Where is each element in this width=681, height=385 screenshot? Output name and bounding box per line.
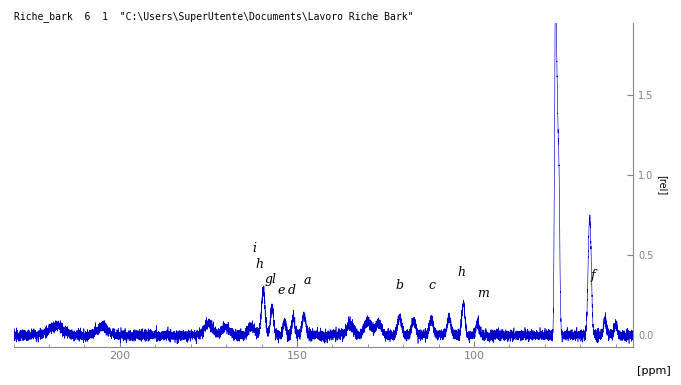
Text: gl: gl [264,273,276,286]
Text: [ppm]: [ppm] [637,366,671,376]
Text: c: c [428,279,435,292]
Text: d: d [287,284,296,297]
Text: f: f [590,270,595,283]
Text: i: i [253,242,257,255]
Text: a: a [304,274,311,287]
Text: h: h [256,258,264,271]
Text: h: h [458,266,466,279]
Text: e: e [277,284,285,297]
Text: b: b [396,279,404,292]
Text: m: m [477,287,489,300]
Y-axis label: [rel]: [rel] [657,175,667,195]
Text: Riche_bark  6  1  "C:\Users\SuperUtente\Documents\Lavoro Riche Bark": Riche_bark 6 1 "C:\Users\SuperUtente\Doc… [14,11,413,22]
